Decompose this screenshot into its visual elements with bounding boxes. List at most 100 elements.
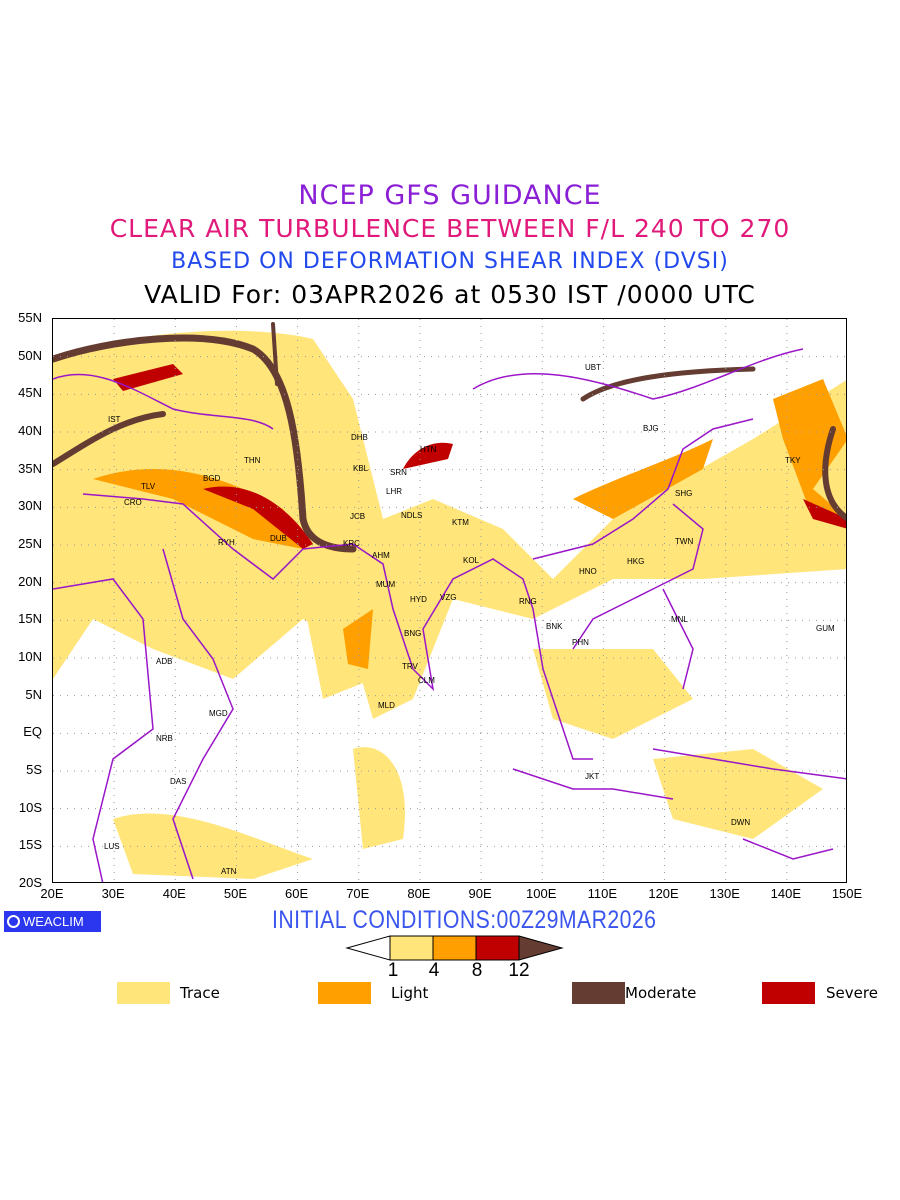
lon-label: 60E xyxy=(285,886,309,901)
city-label-srn: SRN xyxy=(390,468,407,477)
colorbar-trace xyxy=(389,935,434,961)
city-label-mgd: MGD xyxy=(209,709,228,718)
city-label-das: DAS xyxy=(170,777,187,786)
city-label-twn: TWN xyxy=(675,537,694,546)
moderate-areas xyxy=(53,322,846,553)
city-label-cro: CRO xyxy=(124,498,142,507)
city-label-dwn: DWN xyxy=(731,818,751,827)
city-label-ubt: UBT xyxy=(585,363,601,372)
lon-label: 70E xyxy=(346,886,370,901)
city-label-dhb: DHB xyxy=(351,433,368,442)
city-label-tlv: TLV xyxy=(141,482,156,491)
city-label-bjg: BJG xyxy=(643,424,659,433)
city-label-rng: RNG xyxy=(519,597,537,606)
legend-swatch-trace xyxy=(117,982,170,1004)
colorbar-severe xyxy=(475,935,520,961)
lat-label: 25N xyxy=(18,536,42,551)
city-label-phn: PHN xyxy=(572,638,589,647)
city-label-trv: TRV xyxy=(402,662,418,671)
weaclim-logo: WEACLIM xyxy=(4,911,101,932)
lon-label: 40E xyxy=(162,886,186,901)
lat-label: 5S xyxy=(26,762,42,777)
city-label-shg: SHG xyxy=(675,489,693,498)
city-label-bgd: BGD xyxy=(203,474,221,483)
lon-label: 50E xyxy=(223,886,248,901)
colorbar-tick: 4 xyxy=(428,960,440,981)
legend-swatch-severe xyxy=(762,982,815,1004)
city-label-krc: KRC xyxy=(343,539,360,548)
city-label-jcb: JCB xyxy=(350,512,366,521)
copyright-icon xyxy=(7,915,20,928)
city-label-tky: TKY xyxy=(785,456,801,465)
legend-swatch-moderate xyxy=(572,982,625,1004)
city-label-ktm: KTM xyxy=(452,518,469,527)
colorbar-moderate xyxy=(518,935,564,961)
city-label-ndls: NDLS xyxy=(401,511,423,520)
colorbar-tick: 1 xyxy=(387,960,399,981)
city-label-dub: DUB xyxy=(270,534,287,543)
city-label-nrb: NRB xyxy=(156,734,173,743)
map-canvas xyxy=(53,319,846,882)
city-label-hkg: HKG xyxy=(627,557,645,566)
lat-label: 40N xyxy=(18,423,42,438)
trace-areas xyxy=(53,330,846,879)
lat-label: 10S xyxy=(18,799,42,815)
lon-label: 140E xyxy=(770,886,802,901)
city-label-mnl: MNL xyxy=(671,615,688,624)
city-label-bnk: BNK xyxy=(546,622,563,631)
legend-label-severe: Severe xyxy=(826,984,878,1002)
light-areas xyxy=(93,379,846,669)
lat-label: 20S xyxy=(18,875,42,890)
city-label-mld: MLD xyxy=(378,701,395,710)
city-label-kbl: KBL xyxy=(353,464,369,473)
severe-areas xyxy=(113,364,846,549)
city-label-lus: LUS xyxy=(104,842,120,851)
lon-label: 20E xyxy=(40,886,64,901)
lat-label: 35N xyxy=(18,460,42,476)
city-label-clm: CLM xyxy=(418,676,435,685)
legend-label-moderate: Moderate xyxy=(625,984,697,1002)
city-label-atn: ATN xyxy=(221,867,237,876)
city-label-ryh: RYH xyxy=(218,538,235,547)
city-label-ist: IST xyxy=(108,415,121,424)
lat-label: EQ xyxy=(23,724,42,740)
lat-label: 55N xyxy=(18,310,42,325)
lon-label: 130E xyxy=(709,886,740,901)
lat-label: 45N xyxy=(18,385,42,401)
lon-label: 110E xyxy=(587,886,618,901)
colorbar-below-min xyxy=(345,935,391,961)
colorbar-light xyxy=(432,935,477,961)
city-label-gum: GUM xyxy=(816,624,835,633)
title-valid-time: VALID For: 03APR2026 at 0530 IST /0000 U… xyxy=(144,280,756,309)
lat-label: 20N xyxy=(18,573,42,589)
city-label-hno: HNO xyxy=(579,567,597,576)
city-label-htn: HTN xyxy=(420,445,437,454)
lon-label: 80E xyxy=(407,886,431,901)
legend-label-trace: Trace xyxy=(180,984,220,1002)
city-label-hyd: HYD xyxy=(410,595,427,604)
city-label-lhr: LHR xyxy=(386,487,403,496)
lat-label: 5N xyxy=(25,686,42,702)
title-method: BASED ON DEFORMATION SHEAR INDEX (DVSI) xyxy=(171,249,729,274)
lat-label: 15S xyxy=(18,837,42,853)
city-label-adb: ADB xyxy=(156,657,173,666)
lon-label: 30E xyxy=(101,886,125,901)
lat-label: 30N xyxy=(18,498,42,514)
city-label-ahm: AHM xyxy=(372,551,390,560)
legend-label-light: Light xyxy=(391,984,429,1002)
city-label-vzg: VZG xyxy=(440,593,457,602)
logo-text: WEACLIM xyxy=(23,914,84,929)
colorbar-tick: 12 xyxy=(508,960,530,981)
colorbar-tick: 8 xyxy=(471,960,483,981)
title-product: CLEAR AIR TURBULENCE BETWEEN F/L 240 TO … xyxy=(109,214,791,243)
lon-label: 90E xyxy=(468,886,492,901)
city-label-kol: KOL xyxy=(463,556,480,565)
turbulence-map: IST THN BGD TLV CRO RYH DUB DHB KBL SRN HTN LHR JCB N… xyxy=(52,318,847,883)
lon-label: 120E xyxy=(648,886,679,901)
lat-label: 10N xyxy=(18,649,42,664)
country-borders xyxy=(53,348,846,882)
title-agency: NCEP GFS GUIDANCE xyxy=(298,180,602,211)
lat-label: 50N xyxy=(18,347,42,363)
city-label-mum: MUM xyxy=(376,580,396,589)
